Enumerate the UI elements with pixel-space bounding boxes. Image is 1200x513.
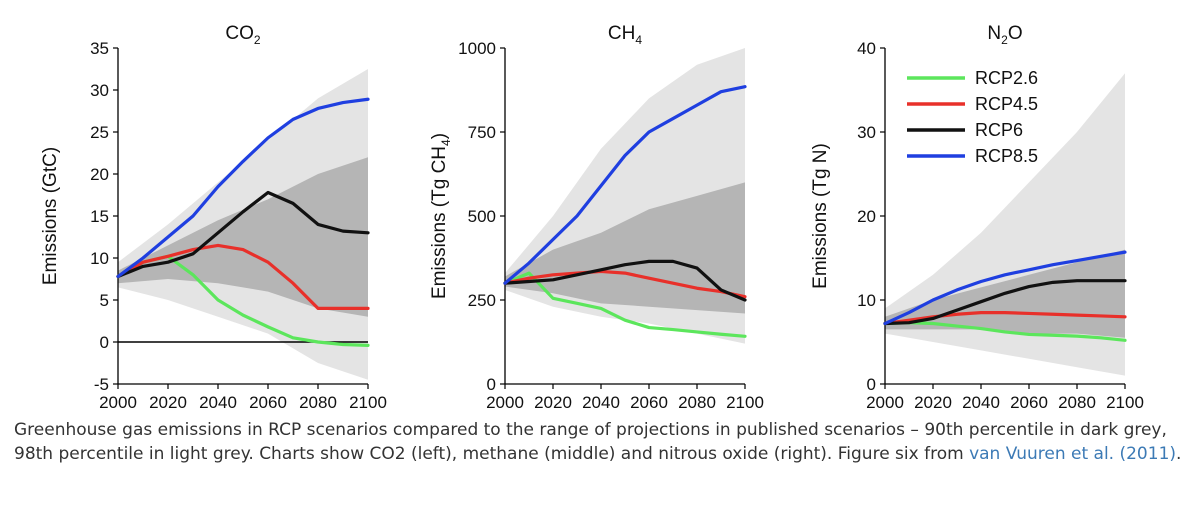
series-line-rcp8-5 xyxy=(116,97,370,279)
series-line-rcp6 xyxy=(503,259,747,302)
series-line-rcp2-6 xyxy=(503,271,747,338)
x-tick-label: 2000 xyxy=(99,393,137,412)
chart-title: CH4 xyxy=(608,23,642,47)
figure-caption: Greenhouse gas emissions in RCP scenario… xyxy=(14,418,1189,466)
series-line-rcp8-5 xyxy=(883,250,1127,326)
chart-title: CO2 xyxy=(225,23,261,47)
x-tick-label: 2100 xyxy=(1106,393,1144,412)
series-line-rcp6 xyxy=(116,190,370,279)
x-tick-label: 2100 xyxy=(349,393,387,412)
legend: RCP2.6 RCP4.5 RCP6 RCP8.5 xyxy=(907,68,1038,166)
series-line-rcp4-5 xyxy=(116,243,370,310)
x-tick-label: 2080 xyxy=(1058,393,1096,412)
y-tick-label: 500 xyxy=(468,207,496,226)
legend-label: RCP4.5 xyxy=(975,94,1038,114)
x-tick-label: 2020 xyxy=(534,393,572,412)
y-tick-label: 1000 xyxy=(458,39,496,58)
x-tick-label: 2040 xyxy=(582,393,620,412)
y-tick-label: 5 xyxy=(100,291,109,310)
x-tick-label: 2060 xyxy=(630,393,668,412)
x-tick-label: 2000 xyxy=(866,393,904,412)
y-tick-label: 750 xyxy=(468,123,496,142)
x-tick-label: 2080 xyxy=(678,393,716,412)
x-tick-label: 2000 xyxy=(486,393,524,412)
band-dark xyxy=(505,182,745,314)
x-tick-label: 2020 xyxy=(149,393,187,412)
y-tick-label: 40 xyxy=(857,39,876,58)
y-tick-label: 25 xyxy=(90,123,109,142)
caption-text: Greenhouse gas emissions in RCP scenario… xyxy=(14,420,1167,464)
y-axis-label: Emissions (GtC) xyxy=(40,147,61,285)
x-tick-label: 2040 xyxy=(962,393,1000,412)
legend-label: RCP8.5 xyxy=(975,146,1038,166)
legend-label: RCP6 xyxy=(975,120,1023,140)
y-tick-label: 10 xyxy=(857,291,876,310)
x-tick-label: 2020 xyxy=(914,393,952,412)
chart-2: 0 250 500 750 1000 2000 2020 2040 2060 2080 2100 CH… xyxy=(429,23,764,412)
series-line-rcp6 xyxy=(883,279,1127,326)
y-tick-label: -5 xyxy=(94,375,109,394)
y-tick-label: 20 xyxy=(857,207,876,226)
y-tick-label: 0 xyxy=(100,333,109,352)
caption-citation-link[interactable]: van Vuuren et al. (2011) xyxy=(969,444,1177,464)
y-tick-label: 10 xyxy=(90,249,109,268)
x-tick-label: 2080 xyxy=(299,393,337,412)
chart-3: 0 10 20 30 40 2000 2020 2040 2060 2080 2100 N2O Emis… xyxy=(810,23,1144,412)
x-tick-label: 2040 xyxy=(199,393,237,412)
series-line-rcp2-6 xyxy=(883,321,1127,342)
y-axis-label: Emissions (Tg N) xyxy=(810,143,831,289)
y-tick-label: 30 xyxy=(90,81,109,100)
y-tick-label: 0 xyxy=(867,375,876,394)
y-tick-label: 0 xyxy=(487,375,496,394)
y-axis-label: Emissions (Tg CH4) xyxy=(429,133,453,299)
x-tick-label: 2100 xyxy=(726,393,764,412)
y-tick-label: 30 xyxy=(857,123,876,142)
series-line-rcp4-5 xyxy=(883,311,1127,326)
y-tick-label: 20 xyxy=(90,165,109,184)
y-tick-label: 250 xyxy=(468,291,496,310)
chart-title: N2O xyxy=(987,23,1022,47)
chart-1: -5 0 5 10 15 20 25 30 35 2000 2020 2040 2060 2080 2100… xyxy=(40,23,387,412)
y-tick-label: 35 xyxy=(90,39,109,58)
series-line-rcp4-5 xyxy=(503,269,747,299)
x-tick-label: 2060 xyxy=(249,393,287,412)
caption-end: . xyxy=(1176,444,1182,464)
series-line-rcp8-5 xyxy=(503,85,747,285)
band-dark xyxy=(118,157,368,317)
x-tick-label: 2060 xyxy=(1010,393,1048,412)
legend-label: RCP2.6 xyxy=(975,68,1038,88)
y-tick-label: 15 xyxy=(90,207,109,226)
